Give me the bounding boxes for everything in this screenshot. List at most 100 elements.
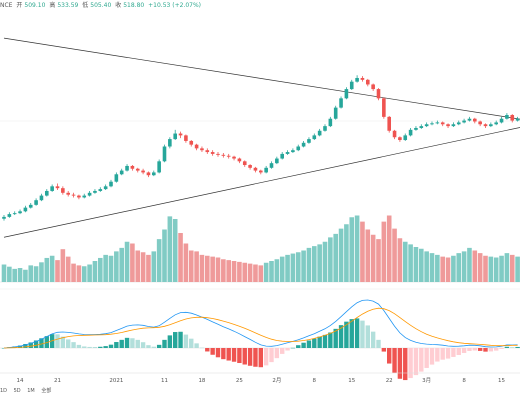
volume-bar <box>210 256 215 282</box>
candle-body <box>333 107 338 119</box>
volume-bar <box>39 262 44 282</box>
volume-bar <box>183 243 189 282</box>
candle-body <box>291 150 295 153</box>
volume-bar <box>306 247 312 282</box>
macd-histogram-bar <box>456 348 461 356</box>
macd-histogram-bar <box>274 348 280 359</box>
macd-histogram-bar <box>119 339 124 348</box>
volume-bar <box>328 237 333 282</box>
volume-bar <box>65 256 71 282</box>
volume-bar <box>515 256 520 282</box>
candle-body <box>45 190 49 196</box>
candle-body <box>371 84 375 90</box>
range-1m-button[interactable]: 1M <box>27 388 35 394</box>
change-value: +10.53 (+2.07%) <box>148 2 202 9</box>
volume-bar <box>188 250 194 282</box>
macd-histogram-bar <box>114 342 119 348</box>
candle-body <box>168 139 172 147</box>
macd-histogram-bar <box>199 347 205 349</box>
volume-bar <box>456 253 462 282</box>
candle-body <box>200 148 204 151</box>
volume-bar <box>413 247 419 282</box>
candle-body <box>483 124 488 127</box>
range-1d-button[interactable]: 1D <box>0 388 8 394</box>
candle-body <box>103 186 108 190</box>
candle-body <box>146 172 151 176</box>
candle-body <box>440 122 445 125</box>
volume-bar <box>33 266 39 282</box>
open-label: 开 <box>16 2 23 9</box>
macd-histogram-bar <box>317 336 322 348</box>
volume-bar <box>114 251 119 282</box>
macd-histogram-bar <box>392 348 397 373</box>
candle-body <box>173 133 177 140</box>
volume-bar <box>477 253 483 282</box>
candle-body <box>50 186 54 191</box>
volume-bar <box>231 261 237 282</box>
volume-bar <box>419 248 424 282</box>
volume-bar <box>290 253 296 282</box>
candle-body <box>184 135 188 141</box>
candle-body <box>344 89 349 99</box>
volume-bar <box>49 255 55 282</box>
time-axis-label: 8 <box>462 378 466 384</box>
candle-body <box>259 170 263 173</box>
volume-bar <box>488 256 494 282</box>
macd-histogram-bar <box>477 348 483 351</box>
volume-bar <box>146 254 151 282</box>
volume-bar <box>349 217 355 282</box>
volume-bar <box>472 250 478 282</box>
time-axis-label: 3月 <box>422 377 431 384</box>
volume-bar <box>17 268 23 282</box>
range-all-button[interactable]: 全部 <box>41 388 52 394</box>
macd-histogram-bar <box>445 348 451 359</box>
candle-body <box>398 137 402 141</box>
macd-histogram-bar <box>338 325 344 348</box>
candle-body <box>323 126 327 131</box>
volume-bar <box>178 233 183 282</box>
macd-histogram-bar <box>461 348 467 353</box>
macd-histogram-bar <box>231 348 237 362</box>
volume-bar <box>397 238 403 282</box>
candle-body <box>23 207 28 212</box>
volume-bar <box>499 255 504 282</box>
macd-histogram-bar <box>55 334 60 348</box>
macd-histogram-bar <box>178 331 183 348</box>
candle-body <box>376 89 381 99</box>
macd-histogram-bar <box>124 337 130 348</box>
volume-bar <box>242 262 248 282</box>
volume-bar <box>392 228 397 282</box>
range-5d-button[interactable]: 5D <box>13 388 21 394</box>
candle-body <box>349 81 354 90</box>
macd-histogram-bar <box>66 339 71 348</box>
volume-bar <box>370 234 376 282</box>
candle-body <box>285 152 290 154</box>
candle-body <box>339 98 343 108</box>
macd-histogram-bar <box>33 340 39 348</box>
volume-bar <box>1 264 7 282</box>
macd-histogram-bar <box>408 348 413 379</box>
candle-body <box>451 124 456 127</box>
candle-body <box>125 165 129 171</box>
macd-histogram-bar <box>344 321 349 348</box>
macd-histogram-bar <box>263 348 269 366</box>
candle-body <box>98 189 103 191</box>
candle-body <box>242 161 247 166</box>
candle-body <box>489 124 493 127</box>
volume-bar <box>386 215 392 282</box>
candle-body <box>39 195 44 201</box>
volume-bar <box>221 259 226 282</box>
time-axis-label: 14 <box>17 378 24 384</box>
candle-body <box>307 139 311 143</box>
candle-body <box>473 118 477 122</box>
candle-body <box>317 130 322 136</box>
time-axis-label: 8 <box>313 378 317 384</box>
candle-body <box>55 186 60 189</box>
candle-body <box>403 135 408 141</box>
macd-histogram-bar <box>424 348 429 368</box>
volume-bar <box>44 257 50 282</box>
macd-histogram-bar <box>285 348 290 351</box>
macd-histogram-bar <box>173 332 178 348</box>
time-axis-label: 18 <box>198 378 205 384</box>
